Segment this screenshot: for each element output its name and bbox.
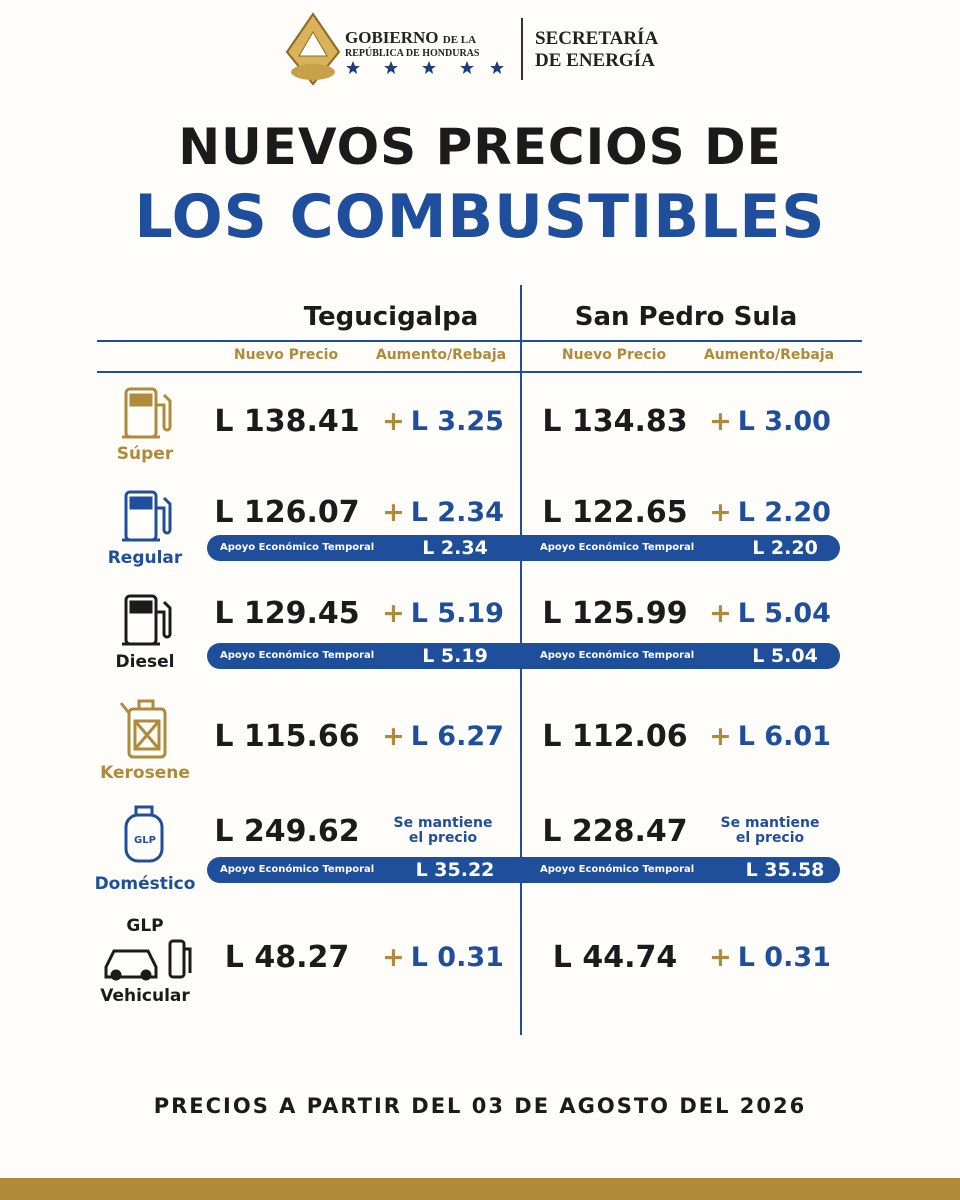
fuel-name: Doméstico [94, 874, 196, 894]
support-label: Apoyo Económico Temporal [540, 542, 695, 553]
change-sign: + [382, 497, 405, 528]
change-sign: + [709, 406, 732, 437]
change: + L 0.31 [368, 940, 518, 976]
change-sign: + [382, 721, 405, 752]
change-amount: L 0.31 [410, 942, 504, 973]
change-amount: L 5.19 [410, 598, 504, 629]
change-sign: + [382, 406, 405, 437]
icon-super [122, 387, 172, 439]
gov-small: DE LA [442, 34, 477, 46]
fuel-name: GLP [126, 916, 164, 936]
price: L 48.27 [224, 940, 350, 975]
price-note: Se mantiene el precio [393, 815, 493, 846]
support-label: Apoyo Económico Temporal [220, 542, 375, 553]
fuel-name: Diesel [115, 652, 175, 672]
gov-country: REPÚBLICA DE HONDURAS [345, 48, 480, 59]
change-amount: L 3.00 [737, 406, 831, 437]
price: L 126.07 [214, 495, 360, 530]
gov-name: GOBIERNO [345, 28, 439, 47]
support-bar [207, 857, 840, 883]
price: L 138.41 [214, 404, 360, 439]
price: L 125.99 [542, 596, 688, 631]
price: L 249.62 [214, 814, 360, 849]
change-amount: L 3.25 [410, 406, 504, 437]
price: L 228.47 [542, 814, 688, 849]
column-header: Nuevo Precio [561, 347, 667, 363]
change: + L 6.01 [695, 719, 845, 755]
fuel-name: Regular [107, 548, 183, 568]
change-amount: L 2.20 [737, 497, 831, 528]
change-sign: + [709, 598, 732, 629]
support-label: Apoyo Económico Temporal [540, 650, 695, 661]
fuel-name: Vehicular [100, 986, 190, 1006]
change-sign: + [382, 942, 405, 973]
title: NUEVOS PRECIOS DE [178, 118, 782, 176]
support-amount: L 35.58 [745, 859, 825, 881]
support-bar [207, 535, 840, 561]
column-header: Aumento/Rebaja [375, 347, 507, 363]
change-amount: L 6.01 [737, 721, 831, 752]
change-sign: + [709, 497, 732, 528]
title: LOS COMBUSTIBLES [134, 182, 826, 252]
header-divider [521, 18, 523, 80]
support-amount: L 2.34 [422, 537, 488, 559]
column-header: Aumento/Rebaja [703, 347, 835, 363]
gov-line: GOBIERNO DE LA [345, 28, 476, 48]
support-label: Apoyo Económico Temporal [540, 864, 695, 875]
support-bar [207, 643, 840, 669]
icon-label: GLP [134, 835, 156, 846]
price: L 115.66 [214, 719, 360, 754]
change: + L 3.00 [695, 404, 845, 440]
coat-of-arms [285, 12, 341, 86]
price-note: Se mantiene el precio [720, 815, 820, 846]
city: Tegucigalpa [303, 302, 479, 332]
rule [97, 371, 862, 373]
column-header: Nuevo Precio [233, 347, 339, 363]
change-amount: L 6.27 [410, 721, 504, 752]
footer-note: PRECIOS A PARTIR DEL 03 DE AGOSTO DEL 20… [153, 1094, 807, 1118]
change: + L 5.04 [695, 596, 845, 632]
footer-bar [0, 1178, 960, 1200]
price: L 134.83 [542, 404, 688, 439]
icon-regular [122, 490, 172, 542]
change-sign: + [709, 942, 732, 973]
icon-vehicle [104, 939, 192, 981]
icon-kerosene [119, 699, 167, 759]
city: San Pedro Sula [574, 302, 798, 332]
price: L 129.45 [214, 596, 360, 631]
support-amount: L 5.19 [422, 645, 488, 667]
change: + L 0.31 [695, 940, 845, 976]
price: L 112.06 [542, 719, 688, 754]
change-sign: + [382, 598, 405, 629]
change: + L 2.20 [695, 495, 845, 531]
secretariat: DE ENERGÍA [535, 50, 655, 71]
rule [97, 340, 862, 342]
change: + L 2.34 [368, 495, 518, 531]
price: L 44.74 [552, 940, 678, 975]
secretariat: SECRETARÍA [535, 28, 659, 49]
change: + L 5.19 [368, 596, 518, 632]
icon-diesel [122, 594, 172, 646]
change: + L 3.25 [368, 404, 518, 440]
stars [346, 61, 504, 74]
support-amount: L 35.22 [415, 859, 495, 881]
change-amount: L 5.04 [737, 598, 831, 629]
support-label: Apoyo Económico Temporal [220, 864, 375, 875]
change: + L 6.27 [368, 719, 518, 755]
price: L 122.65 [542, 495, 688, 530]
icon-glp [124, 805, 164, 863]
change-amount: L 2.34 [410, 497, 504, 528]
support-amount: L 2.20 [752, 537, 818, 559]
fuel-name: Súper [116, 444, 174, 464]
support-amount: L 5.04 [752, 645, 818, 667]
change-sign: + [709, 721, 732, 752]
support-label: Apoyo Económico Temporal [220, 650, 375, 661]
change-amount: L 0.31 [737, 942, 831, 973]
fuel-name: Kerosene [100, 763, 190, 783]
